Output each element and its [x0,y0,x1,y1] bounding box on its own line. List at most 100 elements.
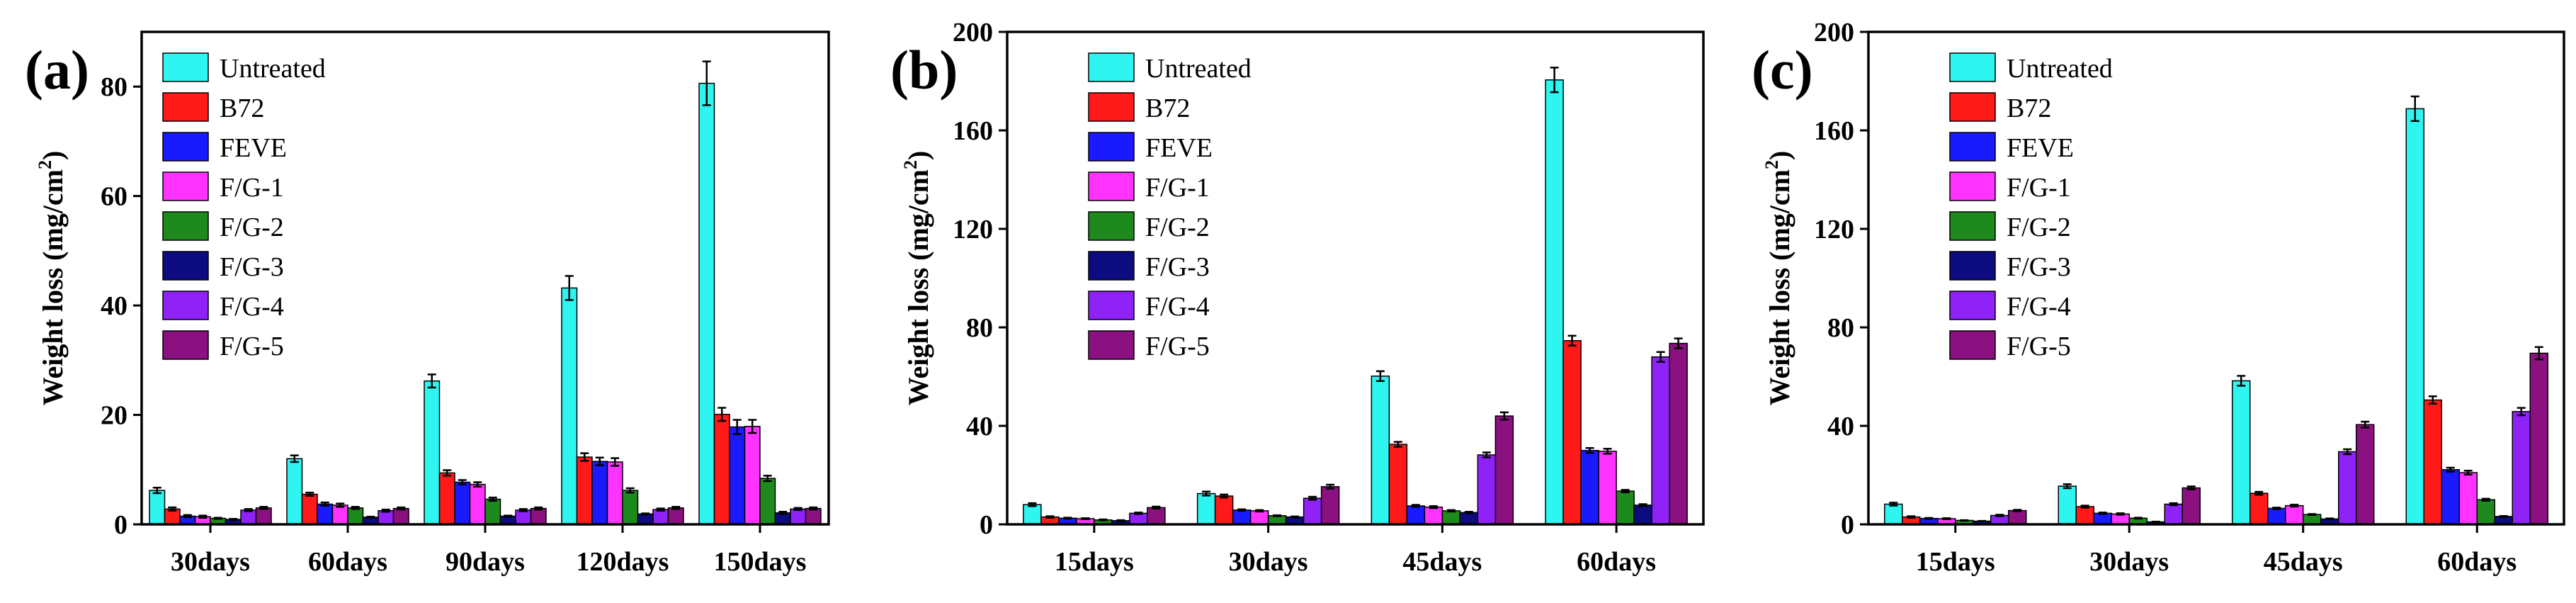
legend-swatch [162,132,209,162]
legend-label: F/G-1 [2007,173,2071,203]
bar-b72-90days [438,472,455,525]
bar-b72-150days [713,414,730,525]
bar-f-g-4-90days [515,509,532,525]
error-bar [1942,517,1951,520]
error-bar [1028,502,1037,507]
error-bar [1960,519,1969,522]
error-bar [1889,502,1898,507]
legend-swatch [1949,251,1996,281]
error-bar [1081,517,1090,520]
bar-f-g-1-45days [1424,506,1443,525]
bar-untreated-150days [698,82,715,525]
error-bar [717,407,727,422]
y-tick-label: 60 [101,182,127,212]
legend-label: Untreated [1145,54,1252,84]
legend-swatch [162,291,209,320]
chart-panel-a: 30days 60days 90days 120days 150days 0 20 40 60 8… [0,0,846,603]
legend-label: F/G-3 [2007,252,2071,282]
bar-f-g-4-45days [2338,451,2357,525]
bar-f-g-5-45days [1494,415,1514,525]
bar-f-g-4-60days [378,509,395,525]
x-tick-label: 15days [1055,547,1134,577]
bar-f-g-2-45days [2303,514,2322,525]
error-bar [1464,511,1473,514]
legend-swatch [1088,52,1135,82]
error-bar [1907,515,1916,519]
error-bar [1585,447,1594,454]
bar-untreated-45days [2232,380,2251,525]
legend-swatch [1088,330,1135,360]
error-bar [2062,483,2072,490]
error-bar [1134,512,1143,515]
error-bar [168,506,177,512]
bar-f-g-4-60days [2512,411,2531,525]
x-tick-label: 45days [2264,547,2343,577]
error-bar [2098,512,2107,515]
error-bar [1674,337,1683,349]
bar-untreated-15days [1884,503,1903,525]
bar-f-g-5-30days [255,507,272,525]
legend-label: B72 [2007,94,2051,123]
x-tick-label: 30days [2089,547,2169,577]
bar-f-g-1-60days [2458,472,2478,525]
bar-f-g-5-30days [2181,487,2201,525]
x-tick-label: 120days [577,547,669,577]
error-bar [443,469,452,477]
y-tick-label: 120 [1814,215,1854,244]
legend-label: F/G-5 [1145,332,1210,361]
legend-label: Untreated [2007,54,2113,84]
bar-feve-30days [1232,509,1252,525]
error-bar [488,496,497,502]
legend-label: F/G-4 [1145,292,1210,322]
x-tick-label: 90days [446,547,525,577]
error-bar [1202,490,1211,497]
bar-b72-120days [576,456,593,525]
x-tick-label: 60days [1577,547,1656,577]
plot-frame [140,30,830,526]
error-bar [229,518,238,522]
bar-untreated-45days [1371,376,1390,525]
legend-label: F/G-3 [1145,252,1210,282]
legend-label: B72 [220,94,264,123]
error-bar [534,506,543,511]
error-bar [397,506,406,511]
bar-f-g-4-30days [2164,503,2183,525]
error-bar [1550,67,1559,94]
error-bar [611,457,620,467]
panel-label: (c) [1752,39,1813,101]
bar-f-g-2-45days [1441,510,1461,525]
legend-label: F/G-4 [220,292,284,322]
bar-f-g-5-60days [1669,342,1688,525]
y-tick-label: 200 [1814,18,1854,47]
x-tick-label: 30days [1229,547,1308,577]
error-bar [748,419,757,434]
error-bar [2272,507,2281,510]
legend-swatch [1088,291,1135,320]
error-bar [763,475,772,483]
bar-feve-120days [591,461,608,525]
chart-svg: 15days 30days 45days 60days 0 40 80 120 160 200 We… [890,18,1705,577]
y-tick-label: 0 [1841,510,1854,540]
x-tick-label: 45days [1402,547,1482,577]
bar-f-g-1-120days [606,461,623,525]
error-bar [1045,515,1055,519]
legend-swatch [162,52,209,82]
bar-f-g-5-120days [667,507,684,525]
bar-untreated-15days [1023,504,1042,525]
error-bar [1446,509,1456,513]
y-tick-label: 200 [953,18,993,47]
error-bar [1099,518,1108,522]
y-tick-label: 80 [966,313,993,343]
error-bar [1393,441,1402,448]
legend-swatch [1088,132,1135,162]
bar-f-g-5-150days [805,507,822,525]
error-bar [2463,469,2473,476]
legend-label: Untreated [220,54,326,84]
error-bar [732,419,742,435]
error-bar [1255,509,1264,513]
legend-swatch [1088,211,1135,241]
error-bar [1603,448,1612,455]
bar-feve-60days [317,503,334,525]
error-bar [1220,493,1229,499]
bar-f-g-1-60days [331,505,348,525]
